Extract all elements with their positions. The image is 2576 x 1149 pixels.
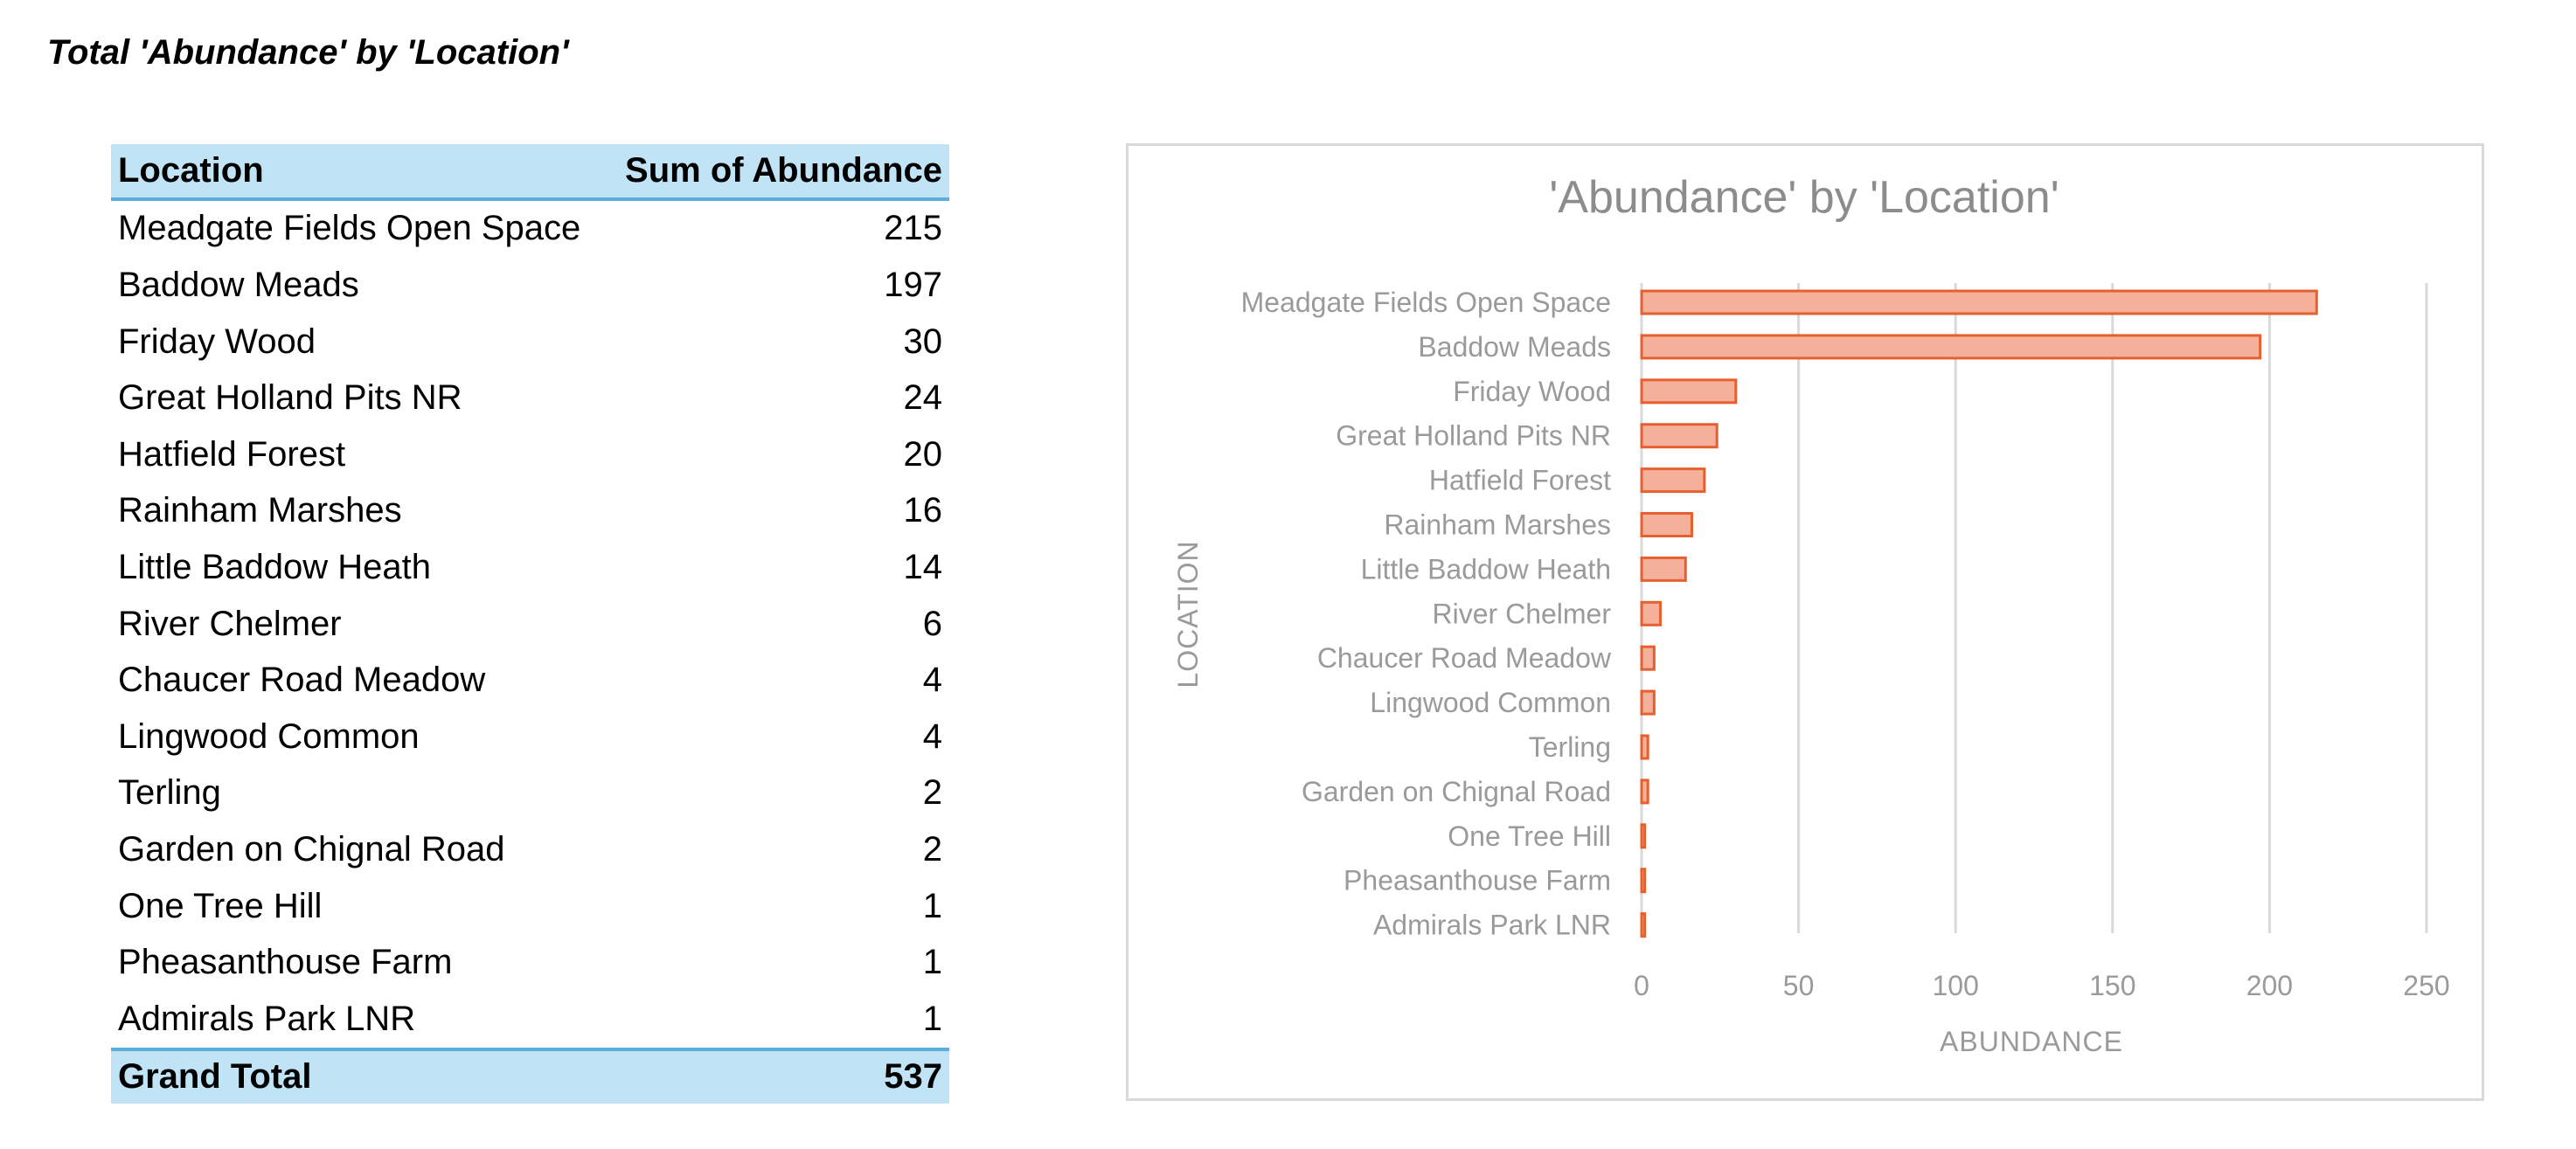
grid-lines bbox=[1640, 283, 2428, 933]
bar[interactable] bbox=[1640, 289, 2318, 315]
category-label: Baddow Meads bbox=[1418, 331, 1611, 363]
category-label: Hatfield Forest bbox=[1429, 465, 1611, 496]
table-row[interactable]: Garden on Chignal Road 2 bbox=[111, 821, 949, 878]
bar[interactable] bbox=[1640, 556, 1687, 582]
abundance-cell: 1 bbox=[922, 943, 942, 982]
abundance-cell: 215 bbox=[884, 209, 942, 248]
category-label: Lingwood Common bbox=[1370, 687, 1611, 718]
location-cell: Pheasanthouse Farm bbox=[118, 943, 453, 982]
abundance-cell: 2 bbox=[922, 829, 942, 869]
location-cell: Friday Wood bbox=[118, 322, 316, 361]
bar[interactable] bbox=[1640, 779, 1649, 805]
location-cell: Chaucer Road Meadow bbox=[118, 661, 486, 700]
table-row[interactable]: Terling 2 bbox=[111, 765, 949, 822]
abundance-cell: 24 bbox=[903, 378, 943, 418]
chart-area[interactable]: 'Abundance' by 'Location' Meadgate Field… bbox=[1126, 143, 2484, 1101]
abundance-cell: 2 bbox=[922, 773, 942, 813]
bar-chart: 'Abundance' by 'Location' Meadgate Field… bbox=[1172, 172, 2450, 1057]
abundance-cell: 6 bbox=[922, 604, 942, 643]
category-label: Terling bbox=[1529, 731, 1611, 763]
location-cell: Lingwood Common bbox=[118, 716, 420, 756]
location-cell: River Chelmer bbox=[118, 604, 342, 643]
table-row[interactable]: River Chelmer 6 bbox=[111, 596, 949, 653]
table-row[interactable]: Great Holland Pits NR 24 bbox=[111, 370, 949, 426]
pivot-table: Location Sum of Abundance Meadgate Field… bbox=[111, 144, 949, 1104]
header-sum-of-abundance[interactable]: Sum of Abundance bbox=[625, 150, 942, 190]
grand-total-label: Grand Total bbox=[118, 1057, 312, 1097]
location-cell: Baddow Meads bbox=[118, 265, 359, 304]
category-label: Friday Wood bbox=[1453, 376, 1611, 407]
x-tick-labels: 0 50 100 150 200 250 bbox=[1634, 970, 2450, 1001]
category-labels: Meadgate Fields Open Space Baddow Meads Fr… bbox=[1241, 287, 1612, 941]
table-row[interactable]: Pheasanthouse Farm 1 bbox=[111, 934, 949, 991]
bar[interactable] bbox=[1640, 423, 1718, 449]
table-row[interactable]: Rainham Marshes 16 bbox=[111, 483, 949, 540]
category-label: River Chelmer bbox=[1433, 598, 1612, 629]
table-row[interactable]: Hatfield Forest 20 bbox=[111, 426, 949, 483]
x-tick-label: 250 bbox=[2403, 970, 2449, 1001]
location-cell: Hatfield Forest bbox=[118, 434, 346, 474]
category-label: One Tree Hill bbox=[1448, 820, 1611, 852]
table-row[interactable]: One Tree Hill 1 bbox=[111, 878, 949, 935]
abundance-cell: 4 bbox=[922, 661, 942, 700]
category-label: Meadgate Fields Open Space bbox=[1241, 287, 1611, 318]
table-row[interactable]: Little Baddow Heath 14 bbox=[111, 539, 949, 596]
bar[interactable] bbox=[1640, 823, 1647, 849]
x-tick-label: 0 bbox=[1634, 970, 1649, 1001]
bars bbox=[1640, 289, 2318, 938]
location-cell: Rainham Marshes bbox=[118, 491, 402, 530]
y-axis-title: LOCATION bbox=[1172, 540, 1204, 688]
bar[interactable] bbox=[1640, 512, 1693, 537]
category-label: Garden on Chignal Road bbox=[1302, 776, 1611, 807]
table-row[interactable]: Friday Wood 30 bbox=[111, 314, 949, 370]
abundance-cell: 30 bbox=[903, 322, 943, 361]
location-cell: Great Holland Pits NR bbox=[118, 378, 462, 418]
table-row[interactable]: Meadgate Fields Open Space 215 bbox=[111, 201, 949, 258]
bar[interactable] bbox=[1640, 378, 1738, 405]
abundance-cell: 1 bbox=[922, 999, 942, 1038]
category-label: Pheasanthouse Farm bbox=[1344, 865, 1611, 896]
bar[interactable] bbox=[1640, 734, 1649, 760]
abundance-cell: 14 bbox=[903, 547, 943, 586]
location-cell: One Tree Hill bbox=[118, 886, 323, 925]
x-axis-title: ABUNDANCE bbox=[1940, 1026, 2123, 1057]
category-label: Admirals Park LNR bbox=[1373, 910, 1611, 941]
abundance-cell: 20 bbox=[903, 434, 943, 474]
table-row[interactable]: Lingwood Common 4 bbox=[111, 709, 949, 765]
abundance-cell: 4 bbox=[922, 716, 942, 756]
page-title: Total 'Abundance' by 'Location' bbox=[47, 33, 569, 72]
bar[interactable] bbox=[1640, 600, 1663, 626]
bar[interactable] bbox=[1640, 912, 1647, 938]
table-row[interactable]: Chaucer Road Meadow 4 bbox=[111, 652, 949, 709]
location-cell: Terling bbox=[118, 773, 221, 813]
chart-title: 'Abundance' by 'Location' bbox=[1549, 172, 2059, 223]
grand-total-value: 537 bbox=[884, 1057, 942, 1097]
grand-total-row: Grand Total 537 bbox=[111, 1047, 949, 1104]
x-tick-label: 200 bbox=[2246, 970, 2293, 1001]
bar[interactable] bbox=[1640, 334, 2262, 360]
location-cell: Garden on Chignal Road bbox=[118, 829, 505, 869]
abundance-cell: 197 bbox=[884, 265, 942, 304]
category-label: Chaucer Road Meadow bbox=[1317, 642, 1612, 674]
x-tick-label: 150 bbox=[2089, 970, 2135, 1001]
bar[interactable] bbox=[1640, 645, 1656, 671]
abundance-cell: 1 bbox=[922, 886, 942, 925]
header-location[interactable]: Location bbox=[118, 150, 264, 190]
x-tick-label: 50 bbox=[1783, 970, 1815, 1001]
category-label: Rainham Marshes bbox=[1384, 509, 1611, 541]
category-label: Little Baddow Heath bbox=[1361, 553, 1611, 585]
bar[interactable] bbox=[1640, 689, 1656, 716]
bar[interactable] bbox=[1640, 467, 1706, 494]
bar[interactable] bbox=[1640, 868, 1647, 894]
abundance-cell: 16 bbox=[903, 491, 943, 530]
location-cell: Admirals Park LNR bbox=[118, 999, 416, 1038]
x-tick-label: 100 bbox=[1933, 970, 1979, 1001]
location-cell: Meadgate Fields Open Space bbox=[118, 209, 581, 248]
pivot-header-row: Location Sum of Abundance bbox=[111, 144, 949, 201]
table-row[interactable]: Admirals Park LNR 1 bbox=[111, 991, 949, 1048]
pivot-body: Meadgate Fields Open Space 215 Baddow Mead… bbox=[111, 201, 949, 1048]
table-row[interactable]: Baddow Meads 197 bbox=[111, 257, 949, 314]
location-cell: Little Baddow Heath bbox=[118, 547, 432, 586]
category-label: Great Holland Pits NR bbox=[1336, 420, 1611, 452]
